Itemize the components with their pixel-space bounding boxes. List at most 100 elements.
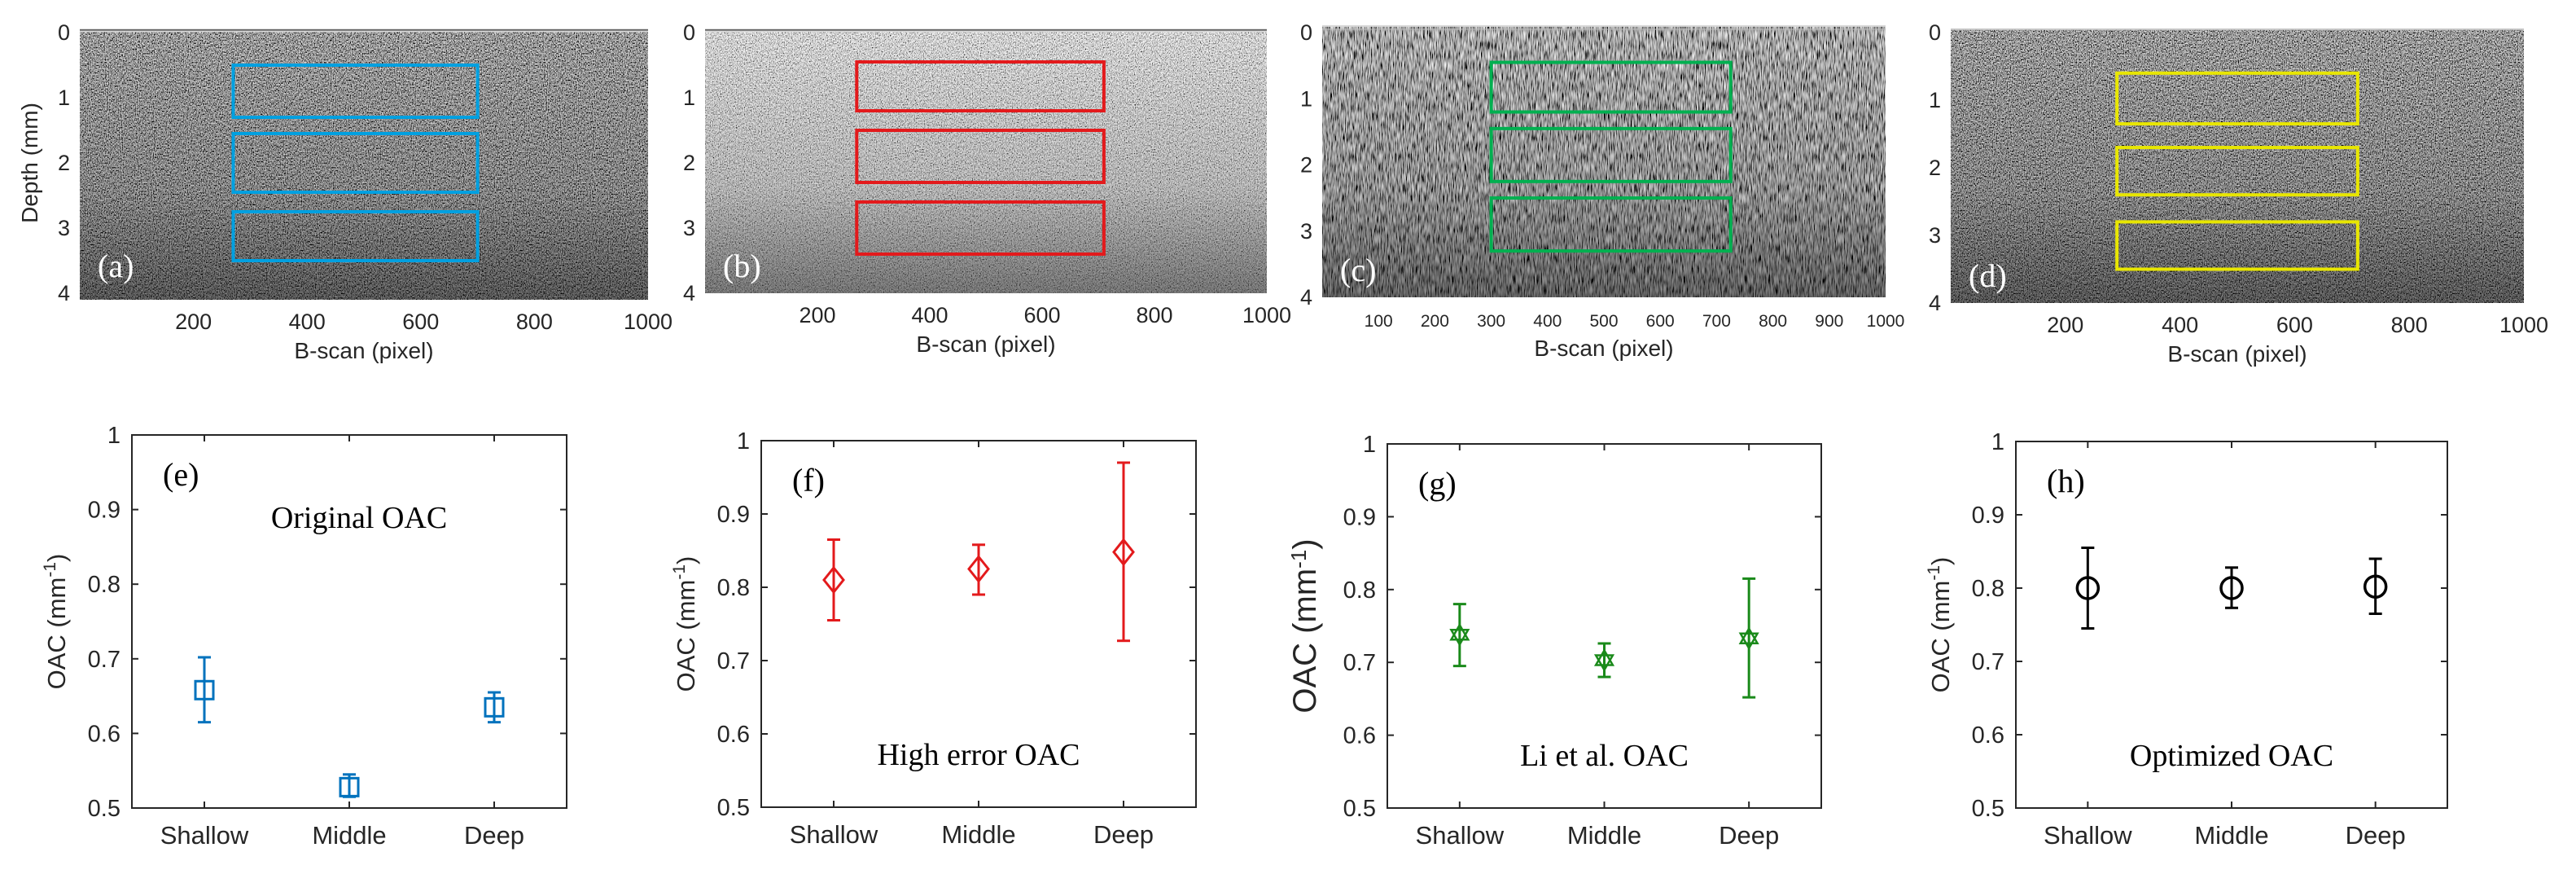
x-tick-label: 1000 (624, 310, 672, 334)
y-axis-label: OAC (mm-1) (41, 554, 71, 690)
panel-label: (a) (98, 248, 134, 284)
x-tick-label: 300 (1477, 312, 1505, 331)
x-tick-label: Middle (312, 821, 386, 850)
y-tick-label: 0.6 (1972, 722, 2004, 749)
y-tick-label: 0.6 (1343, 723, 1376, 749)
x-tick-label: 600 (1023, 303, 1060, 327)
x-tick-label: 800 (1759, 312, 1787, 331)
y-tick-label: 0.5 (88, 796, 120, 822)
y-axis-label-end: ) (42, 554, 71, 562)
y-tick-label: 0.8 (717, 575, 750, 601)
x-axis-label: B-scan (pixel) (1534, 336, 1673, 361)
oct-depth-fade (705, 31, 1267, 294)
plot-title: Li et al. OAC (1520, 739, 1689, 773)
y-tick-label: 4 (1929, 291, 1941, 315)
y-tick-label: 1 (1300, 86, 1312, 111)
oct-air-region (80, 29, 648, 32)
y-tick-label: 3 (1929, 223, 1941, 248)
x-tick-label: 500 (1589, 312, 1618, 331)
roi-box-shallow (2115, 71, 2359, 126)
marker-circle (2219, 576, 2244, 600)
oct-depth-fade (80, 31, 648, 301)
y-tick-label: 2 (1929, 156, 1941, 180)
y-tick-label: 4 (1300, 285, 1312, 310)
x-tick-label: 400 (1533, 312, 1562, 331)
y-tick-label: 1 (107, 423, 120, 449)
oac-plot-e: 0.5 0.6 0.7 0.8 0.9 1 Shallow Middle Deep OAC (mm… (41, 423, 567, 850)
oac-plot-h: 0.5 0.6 0.7 0.8 0.9 1 Shallow Middle Deep OAC (mm… (1925, 429, 2448, 850)
y-tick-label: 0.9 (1972, 503, 2004, 529)
x-tick-label: Deep (1093, 820, 1154, 849)
y-tick-label: 0.8 (1343, 578, 1376, 604)
y-axis-label-end: ) (672, 556, 700, 564)
y-tick-label: 0.9 (717, 502, 750, 528)
y-tick-label: 0 (683, 20, 695, 45)
x-tick-label: Deep (1719, 821, 1779, 850)
y-tick-label: 1 (1991, 429, 2004, 455)
y-axis-label-end: ) (1287, 538, 1323, 549)
y-tick-label: 0.7 (88, 647, 120, 673)
marker-circle (2075, 576, 2101, 600)
roi-box-shallow (231, 64, 480, 119)
roi-box-middle (2115, 146, 2359, 197)
x-tick-label: Shallow (790, 820, 878, 849)
y-tick-label: 0.5 (1343, 796, 1376, 822)
oac-plot-f: 0.5 0.6 0.7 0.8 0.9 1 Shallow Middle Deep OAC (mm… (670, 428, 1197, 849)
y-tick-label: 2 (1300, 153, 1312, 178)
x-tick-label: 200 (175, 310, 212, 334)
x-axis-label: B-scan (pixel) (2167, 341, 2307, 367)
y-tick-label: 0.9 (88, 498, 120, 524)
x-tick-label: Shallow (1416, 821, 1505, 850)
x-axis-label: B-scan (pixel) (916, 332, 1055, 357)
y-tick-label: 0.7 (717, 648, 750, 674)
y-tick-label: 0.8 (1972, 576, 2004, 602)
marker-hexagram (1593, 648, 1615, 666)
x-tick-label: 700 (1702, 312, 1731, 331)
marker-hexagram (1449, 622, 1470, 641)
y-axis-label: Depth (mm) (17, 103, 42, 223)
oct-panel-a: 0 1 2 3 4 200 400 600 800 1000 B-scan (pixel) Depth… (17, 20, 672, 363)
x-tick-label: 600 (402, 310, 439, 334)
y-tick-label: 4 (683, 281, 695, 305)
x-tick-label: 400 (911, 303, 948, 327)
y-tick-label: 1 (737, 428, 750, 455)
y-tick-label: 0.9 (1343, 504, 1376, 530)
panel-label: (b) (723, 248, 761, 284)
roi-box-middle (231, 132, 480, 194)
roi-box-middle (855, 129, 1106, 184)
y-axis-label-main: OAC (mm (672, 580, 700, 692)
roi-box-shallow (855, 60, 1106, 112)
x-tick-label: Middle (1567, 821, 1641, 850)
x-tick-label: Middle (941, 820, 1015, 849)
y-tick-label: 0.5 (717, 795, 750, 821)
roi-box-shallow (1489, 60, 1733, 114)
roi-box-deep (231, 210, 480, 262)
y-tick-label: 2 (58, 151, 70, 175)
marker-hexagram (1593, 654, 1615, 673)
y-axis-label: OAC (mm-1) (1925, 557, 1955, 693)
marker-square (484, 696, 505, 718)
x-tick-label: Deep (2346, 821, 2406, 850)
y-axis-label-sup: -1 (1286, 550, 1311, 569)
x-tick-label: 400 (289, 310, 326, 334)
roi-box-deep (1489, 196, 1733, 253)
y-tick-label: 0.7 (1343, 650, 1376, 676)
panel-label: (f) (792, 462, 825, 498)
y-axis-label-sup: -1 (41, 562, 59, 578)
x-tick-label: 1000 (1867, 312, 1905, 331)
x-tick-label: 600 (1646, 312, 1675, 331)
panel-label: (g) (1418, 465, 1457, 502)
x-tick-label: Deep (464, 821, 524, 850)
y-axis-label-main: OAC (mm (1926, 581, 1955, 693)
x-tick-label: 1000 (2499, 313, 2548, 337)
panel-label: (h) (2047, 463, 2085, 499)
plot-title: High error OAC (877, 738, 1080, 772)
panel-label: (d) (1969, 257, 2007, 294)
x-tick-label: 200 (1421, 312, 1449, 331)
x-tick-label: 400 (2162, 313, 2198, 337)
plot-title: Optimized OAC (2130, 739, 2333, 773)
y-tick-label: 0 (1300, 20, 1312, 45)
y-tick-label: 1 (58, 86, 70, 110)
oct-panel-d: 0 1 2 3 4 200 400 600 800 1000 B-scan (pixel) (d) (1929, 20, 2548, 367)
